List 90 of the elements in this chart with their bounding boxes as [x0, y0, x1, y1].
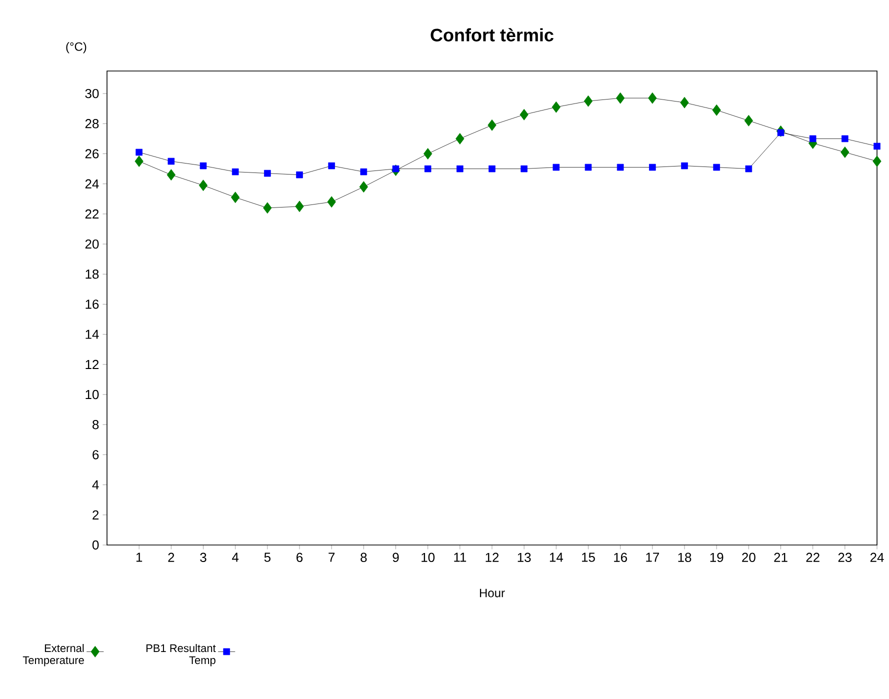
point	[488, 119, 496, 131]
x-tick-label: 23	[838, 552, 852, 562]
x-tick-label: 2	[168, 552, 174, 562]
y-tick-label: 16	[86, 300, 99, 309]
y-tick-label: 14	[86, 330, 99, 339]
point	[840, 146, 850, 158]
legend-label: PB1 Resultant Temp	[146, 644, 216, 666]
point	[552, 164, 560, 171]
point	[745, 165, 752, 172]
x-tick-label: 20	[742, 552, 756, 562]
point	[648, 92, 657, 104]
point	[231, 192, 240, 204]
point	[166, 169, 176, 181]
y-tick-label: 12	[86, 360, 99, 369]
point	[263, 202, 272, 214]
point	[616, 92, 625, 104]
point	[681, 162, 688, 170]
y-tick-label: 10	[86, 390, 99, 400]
x-tick-label: 7	[328, 552, 335, 562]
x-tick-label: 12	[486, 552, 499, 562]
point	[616, 164, 624, 171]
y-tick-label: 28	[85, 119, 99, 128]
y-tick-label: 2	[92, 510, 99, 520]
legend-label: External Temperature	[22, 644, 84, 666]
chart-title: Confort tèrmic	[430, 28, 554, 42]
point	[842, 135, 848, 142]
point	[680, 96, 689, 108]
point	[552, 101, 560, 113]
point	[424, 148, 432, 160]
x-tick-label: 21	[774, 552, 788, 562]
y-axis-title: (°C)	[66, 42, 86, 54]
point	[392, 165, 400, 172]
point	[584, 95, 593, 107]
point	[198, 180, 208, 192]
x-tick-label: 11	[454, 552, 466, 562]
x-tick-label: 1	[136, 552, 142, 562]
x-tick-label: 24	[870, 552, 884, 562]
y-tick-label: 4	[92, 480, 99, 490]
point	[520, 165, 528, 172]
x-tick-label: 9	[392, 552, 399, 562]
point	[777, 129, 784, 136]
point	[872, 156, 882, 167]
point	[296, 171, 303, 178]
x-tick-label: 10	[422, 552, 435, 562]
x-tick-label: 18	[678, 552, 692, 562]
x-tick-label: 3	[200, 552, 206, 562]
point	[456, 133, 464, 144]
point	[649, 164, 656, 171]
x-tick-label: 5	[264, 552, 270, 562]
point	[520, 108, 528, 120]
point	[136, 148, 142, 156]
point	[134, 156, 144, 167]
point	[359, 181, 368, 193]
y-tick-label: 24	[85, 179, 99, 188]
x-tick-label: 8	[360, 552, 367, 562]
y-tick-label: 6	[92, 450, 99, 460]
point	[488, 165, 496, 172]
y-tick-label: 20	[85, 239, 99, 249]
point	[713, 164, 720, 171]
x-tick-label: 17	[646, 552, 659, 562]
point	[328, 162, 335, 170]
point	[168, 158, 175, 165]
point	[295, 200, 304, 212]
x-tick-label: 6	[296, 552, 303, 562]
x-tick-label: 13	[518, 552, 531, 562]
point	[232, 168, 239, 176]
x-tick-label: 14	[550, 552, 564, 562]
point	[456, 165, 464, 172]
x-tick-label: 22	[806, 552, 820, 562]
point	[809, 135, 816, 142]
y-tick-label: 18	[86, 270, 99, 279]
y-tick-label: 26	[85, 149, 99, 158]
y-tick-label: 30	[85, 88, 99, 98]
point	[327, 196, 336, 208]
point	[360, 168, 368, 176]
x-tick-label: 16	[614, 552, 627, 562]
point	[744, 114, 753, 126]
x-tick-label: 19	[710, 552, 724, 562]
point	[874, 142, 880, 150]
x-tick-label: 4	[232, 552, 239, 562]
y-tick-label: 8	[92, 420, 99, 430]
point	[712, 104, 721, 116]
y-tick-label: 22	[85, 209, 99, 218]
point	[264, 170, 271, 177]
point	[584, 164, 592, 171]
point	[200, 162, 207, 170]
x-tick-label: 15	[582, 552, 595, 562]
point	[424, 165, 432, 172]
y-tick-label: 0	[92, 540, 99, 550]
x-axis-title: Hour	[480, 588, 505, 598]
